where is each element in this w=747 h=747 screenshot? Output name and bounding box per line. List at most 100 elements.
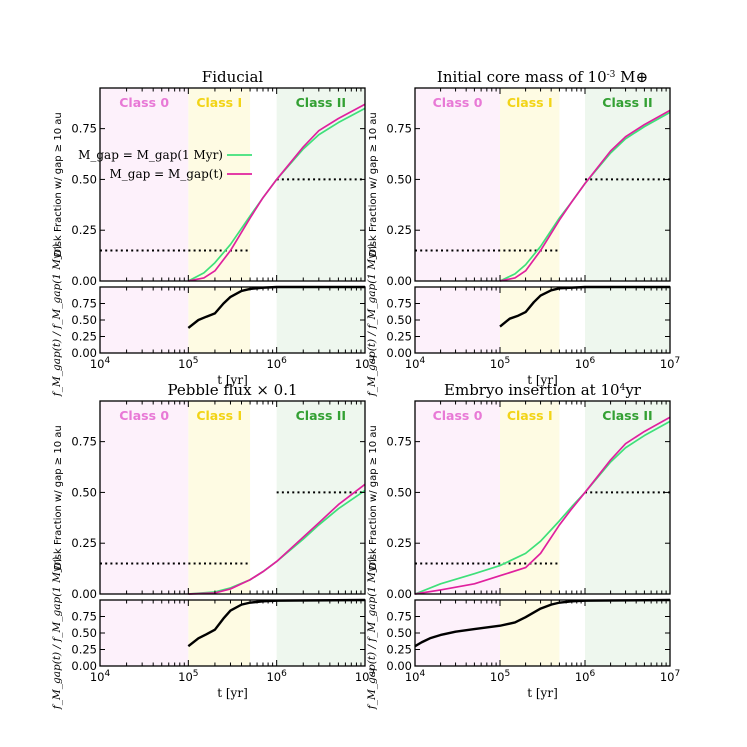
class1-band-top [500,401,560,594]
class2-label: Class II [602,95,652,110]
y-axis-label-bottom: f_M_gap(t) / f_M_gap(1 Myr) [51,557,63,710]
panel-1: Class 0 Class I Class II 104 105 106 107 0.00 0.… [51,68,375,397]
y-tick-label: 0.25 [386,330,412,344]
ratio-series-line [187,598,366,648]
x-tick-label: 105 [490,356,510,371]
y-axis-label-bottom: f_M_gap(t) / f_M_gap(1 Myr) [366,244,378,397]
y-tick-label: 0.75 [386,435,412,449]
class0-band-bottom [415,287,500,353]
class2-band-top [585,401,670,594]
y-tick-label: 0.25 [71,643,97,657]
magenta-series-line [414,416,671,595]
y-axis-label-bottom: f_M_gap(t) / f_M_gap(1 Myr) [51,244,63,397]
x-tick-label: 104 [90,669,111,684]
x-tick-label: 107 [660,669,680,684]
top-axes-frame [414,87,671,282]
y-axis-label-top: Disk Fraction w/ gap ≥ 10 au [53,112,64,256]
x-tick-label: 107 [355,356,375,371]
class1-label: Class I [507,95,553,110]
y-tick-label: 0.50 [386,313,412,327]
class0-band-bottom [100,600,189,666]
y-tick-label: 0.00 [386,346,412,360]
y-tick-label: 0.25 [71,330,97,344]
y-tick-label: 0.00 [386,659,412,673]
y-tick-label: 0.75 [71,435,97,449]
y-tick-label: 0.25 [386,536,412,550]
y-tick-label: 0.75 [71,122,97,136]
y-tick-label: 0.50 [71,485,97,499]
class0-band-top [100,88,189,281]
y-tick-label: 0.00 [71,587,97,601]
x-tick-label: 107 [355,669,375,684]
y-tick-label: 0.75 [386,297,412,311]
panel-4: Class 0 Class I Class II 104 105 106 107 0.00 0.… [366,381,680,710]
class0-band-top [415,88,500,281]
class0-band-bottom [100,287,189,353]
x-axis-label: t [yr] [217,686,248,700]
panel-title: Embryo insertion at 104yr [444,381,642,399]
x-axis-label: t [yr] [527,373,558,387]
class1-label: Class I [507,408,553,423]
class2-label: Class II [602,408,652,423]
class2-band-top [276,88,365,281]
x-tick-label: 104 [405,669,426,684]
y-tick-label: 0.00 [71,659,97,673]
panel-title: Fiducial [202,68,264,86]
class1-band-top [500,88,560,281]
x-tick-label: 107 [660,356,680,371]
y-axis-label-top: Disk Fraction w/ gap ≥ 10 au [368,425,379,569]
panel-3: Class 0 Class I Class II 104 105 106 107 0.00 0.… [51,381,375,710]
y-tick-label: 0.25 [71,536,97,550]
class1-band-bottom [500,600,560,666]
ratio-series-line [414,598,671,648]
x-tick-label: 104 [405,356,426,371]
class0-label: Class 0 [119,95,169,110]
class1-band-top [188,88,251,281]
class2-band-top [276,401,365,594]
legend-entry-label: M_gap = M_gap(t) [110,167,223,181]
y-tick-label: 0.00 [386,274,412,288]
class1-band-top [188,401,251,594]
top-axes-frame [414,400,671,595]
x-tick-label: 105 [490,669,510,684]
class1-label: Class I [196,408,242,423]
x-axis-label: t [yr] [217,373,248,387]
y-tick-label: 0.75 [386,610,412,624]
class0-label: Class 0 [119,408,169,423]
x-tick-label: 105 [178,356,198,371]
y-axis-label-top: Disk Fraction w/ gap ≥ 10 au [368,112,379,256]
class2-band-bottom [276,600,365,666]
class2-label: Class II [296,408,346,423]
top-axes-frame [99,400,366,595]
x-tick-label: 106 [575,356,596,371]
y-tick-label: 0.00 [71,274,97,288]
y-tick-label: 0.50 [386,626,412,640]
y-tick-label: 0.50 [386,172,412,186]
y-tick-label: 0.50 [386,485,412,499]
y-tick-label: 0.00 [386,587,412,601]
y-tick-label: 0.25 [386,643,412,657]
panel-title: Initial core mass of 10-3 M⊕ [437,68,648,86]
y-tick-label: 0.75 [386,122,412,136]
x-tick-label: 106 [266,356,287,371]
magenta-series-line [188,483,366,595]
panel-2: Class 0 Class I Class II 104 105 106 107 0.00 0.… [366,68,680,397]
class0-band-top [415,401,500,594]
magenta-series-line [499,109,671,282]
class2-band-bottom [585,287,670,353]
legend-entry-label: M_gap = M_gap(1 Myr) [78,148,223,162]
x-tick-label: 104 [90,356,111,371]
class1-band-bottom [188,600,251,666]
class2-band-bottom [276,287,365,353]
y-tick-label: 0.50 [71,626,97,640]
y-tick-label: 0.75 [71,297,97,311]
y-tick-label: 0.00 [71,346,97,360]
x-axis-label: t [yr] [527,686,558,700]
y-axis-label-bottom: f_M_gap(t) / f_M_gap(1 Myr) [366,557,378,710]
legend: M_gap = M_gap(1 Myr) M_gap = M_gap(t) [78,148,252,181]
panel-title: Pebble flux × 0.1 [167,381,297,399]
class2-label: Class II [296,95,346,110]
y-tick-label: 0.50 [71,172,97,186]
x-tick-label: 106 [575,669,596,684]
